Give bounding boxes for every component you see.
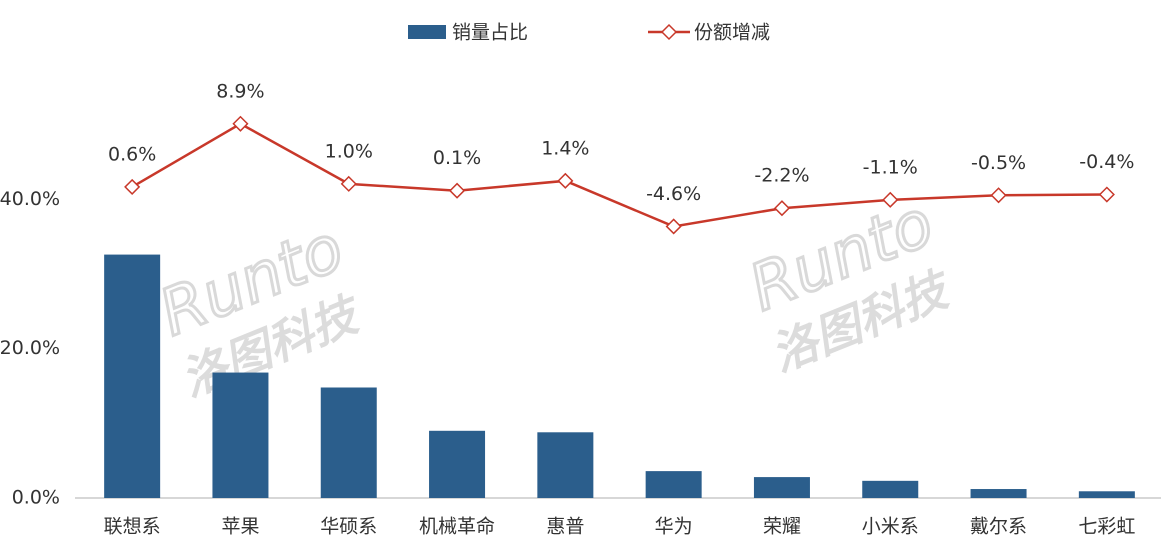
line-marker (340, 175, 357, 192)
x-tick-label: 机械革命 (419, 516, 495, 538)
data-label: -0.4% (1079, 151, 1134, 173)
bar (970, 489, 1027, 498)
legend-label: 销量占比 (452, 22, 528, 44)
bar (104, 254, 161, 498)
line-marker (665, 218, 682, 235)
watermark: Runto 洛图科技 Runto 洛图科技 (148, 185, 960, 407)
y-tick-label: 20.0% (0, 337, 60, 359)
bar (429, 430, 486, 498)
data-label: -1.1% (863, 156, 918, 178)
bar (862, 480, 919, 498)
line-marker (990, 187, 1007, 204)
line-marker (1098, 186, 1115, 203)
data-label: 1.0% (325, 140, 373, 162)
data-label: -4.6% (646, 183, 701, 205)
line-marker (232, 115, 249, 132)
legend-label: 份额增减 (694, 22, 770, 44)
y-tick-label: 40.0% (0, 188, 60, 210)
line-marker (773, 200, 791, 217)
x-tick-label: 华硕系 (320, 516, 377, 538)
line-marker (557, 172, 574, 189)
line-marker (448, 182, 466, 199)
x-tick-label: 联想系 (104, 516, 161, 538)
line-marker (124, 178, 141, 195)
legend-swatch (408, 25, 446, 39)
x-tick-label: 七彩虹 (1078, 516, 1135, 538)
x-tick-label: 小米系 (862, 516, 919, 538)
line-marker (882, 191, 899, 208)
x-tick-label: 戴尔系 (970, 516, 1027, 538)
line (131, 122, 1107, 228)
data-label: -0.5% (971, 152, 1026, 174)
bar (753, 477, 810, 498)
data-label: 8.9% (216, 80, 264, 102)
bar (1078, 491, 1135, 498)
data-label: 0.1% (433, 147, 481, 169)
legend-swatch (660, 23, 678, 41)
x-tick-label: 华为 (655, 516, 693, 538)
bar (212, 372, 269, 498)
data-label: 1.4% (541, 137, 589, 159)
data-label: -2.2% (754, 165, 809, 187)
x-tick-label: 苹果 (221, 516, 259, 538)
bar (645, 471, 702, 498)
bar (320, 387, 377, 498)
y-tick-label: 0.0% (12, 487, 60, 509)
x-tick-label: 荣耀 (763, 516, 801, 538)
x-tick-label: 惠普 (546, 516, 584, 538)
data-label: 0.6% (108, 143, 156, 165)
bar (537, 432, 594, 498)
